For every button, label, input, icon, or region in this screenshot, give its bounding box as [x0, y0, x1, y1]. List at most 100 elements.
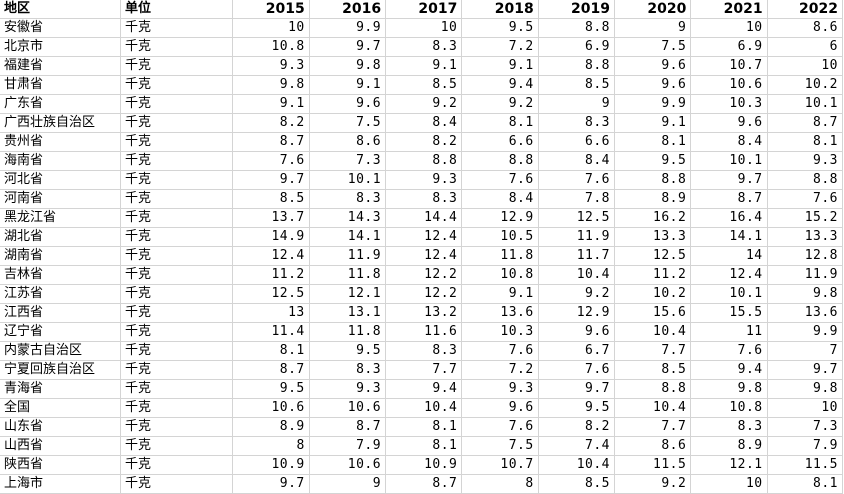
cell-value[interactable]: 7	[767, 341, 844, 361]
cell-value[interactable]: 8.5	[538, 474, 616, 494]
cell-value[interactable]: 8.6	[309, 132, 387, 152]
cell-value[interactable]: 9.4	[461, 75, 539, 95]
cell-value[interactable]: 8.9	[232, 417, 310, 437]
cell-value[interactable]: 11.8	[309, 322, 387, 342]
cell-unit[interactable]: 千克	[120, 341, 234, 361]
cell-value[interactable]: 9.1	[385, 56, 463, 76]
cell-region[interactable]: 宁夏回族自治区	[0, 360, 121, 380]
cell-value[interactable]: 16.4	[690, 208, 768, 228]
header-cell-2020[interactable]: 2020	[614, 0, 692, 19]
cell-value[interactable]: 7.6	[232, 151, 310, 171]
cell-unit[interactable]: 千克	[120, 113, 234, 133]
cell-region[interactable]: 山东省	[0, 417, 121, 437]
cell-value[interactable]: 9.6	[538, 322, 616, 342]
cell-value[interactable]: 9.5	[461, 18, 539, 38]
cell-value[interactable]: 10.9	[232, 455, 310, 475]
cell-value[interactable]: 12.2	[385, 265, 463, 285]
cell-value[interactable]: 10.3	[690, 94, 768, 114]
cell-value[interactable]: 14.1	[309, 227, 387, 247]
cell-value[interactable]: 8.4	[385, 113, 463, 133]
cell-value[interactable]: 12.1	[690, 455, 768, 475]
cell-unit[interactable]: 千克	[120, 360, 234, 380]
cell-value[interactable]: 12.4	[385, 246, 463, 266]
cell-value[interactable]: 8.1	[614, 132, 692, 152]
cell-value[interactable]: 9.6	[690, 113, 768, 133]
cell-value[interactable]: 8.3	[309, 360, 387, 380]
cell-value[interactable]: 12.5	[232, 284, 310, 304]
cell-value[interactable]: 10.6	[309, 455, 387, 475]
cell-value[interactable]: 8	[232, 436, 310, 456]
cell-value[interactable]: 9.3	[232, 56, 310, 76]
header-cell-unit[interactable]: 单位	[120, 0, 234, 19]
cell-value[interactable]: 8.4	[461, 189, 539, 209]
cell-value[interactable]: 13.3	[614, 227, 692, 247]
cell-value[interactable]: 14	[690, 246, 768, 266]
cell-unit[interactable]: 千克	[120, 436, 234, 456]
cell-unit[interactable]: 千克	[120, 398, 234, 418]
cell-region[interactable]: 黑龙江省	[0, 208, 121, 228]
cell-value[interactable]: 7.6	[461, 170, 539, 190]
cell-value[interactable]: 8.8	[614, 379, 692, 399]
cell-region[interactable]: 陕西省	[0, 455, 121, 475]
header-cell-2016[interactable]: 2016	[309, 0, 387, 19]
cell-value[interactable]: 7.5	[309, 113, 387, 133]
cell-unit[interactable]: 千克	[120, 151, 234, 171]
cell-value[interactable]: 9	[538, 94, 616, 114]
cell-value[interactable]: 9.1	[232, 94, 310, 114]
cell-region[interactable]: 山西省	[0, 436, 121, 456]
cell-value[interactable]: 8.9	[690, 436, 768, 456]
cell-value[interactable]: 10	[385, 18, 463, 38]
cell-unit[interactable]: 千克	[120, 37, 234, 57]
cell-value[interactable]: 6	[767, 37, 844, 57]
cell-value[interactable]: 10.6	[309, 398, 387, 418]
cell-value[interactable]: 8.3	[309, 189, 387, 209]
header-cell-2017[interactable]: 2017	[385, 0, 463, 19]
cell-region[interactable]: 内蒙古自治区	[0, 341, 121, 361]
cell-unit[interactable]: 千克	[120, 208, 234, 228]
cell-value[interactable]: 7.9	[309, 436, 387, 456]
cell-value[interactable]: 9.5	[232, 379, 310, 399]
cell-value[interactable]: 9.7	[690, 170, 768, 190]
cell-value[interactable]: 7.7	[385, 360, 463, 380]
cell-unit[interactable]: 千克	[120, 56, 234, 76]
cell-value[interactable]: 11.5	[614, 455, 692, 475]
cell-value[interactable]: 11.4	[232, 322, 310, 342]
cell-region[interactable]: 贵州省	[0, 132, 121, 152]
cell-value[interactable]: 10.3	[461, 322, 539, 342]
cell-value[interactable]: 10.4	[538, 265, 616, 285]
cell-region[interactable]: 河北省	[0, 170, 121, 190]
cell-value[interactable]: 12.1	[309, 284, 387, 304]
cell-value[interactable]: 7.4	[538, 436, 616, 456]
cell-unit[interactable]: 千克	[120, 417, 234, 437]
cell-region[interactable]: 广西壮族自治区	[0, 113, 121, 133]
cell-value[interactable]: 8.2	[232, 113, 310, 133]
cell-value[interactable]: 10.7	[690, 56, 768, 76]
cell-value[interactable]: 8.3	[690, 417, 768, 437]
cell-value[interactable]: 8.1	[767, 474, 844, 494]
cell-value[interactable]: 8.1	[767, 132, 844, 152]
cell-value[interactable]: 10.6	[690, 75, 768, 95]
header-cell-2018[interactable]: 2018	[461, 0, 539, 19]
cell-value[interactable]: 9	[309, 474, 387, 494]
cell-region[interactable]: 湖北省	[0, 227, 121, 247]
cell-unit[interactable]: 千克	[120, 265, 234, 285]
cell-region[interactable]: 江西省	[0, 303, 121, 323]
cell-value[interactable]: 10.1	[767, 94, 844, 114]
cell-value[interactable]: 9.2	[538, 284, 616, 304]
cell-value[interactable]: 8.8	[767, 170, 844, 190]
cell-value[interactable]: 8.6	[614, 436, 692, 456]
cell-value[interactable]: 7.3	[309, 151, 387, 171]
cell-value[interactable]: 10.6	[232, 398, 310, 418]
cell-value[interactable]: 9.5	[538, 398, 616, 418]
cell-value[interactable]: 9.1	[461, 56, 539, 76]
cell-value[interactable]: 11.5	[767, 455, 844, 475]
cell-value[interactable]: 8.2	[385, 132, 463, 152]
cell-value[interactable]: 10.7	[461, 455, 539, 475]
cell-value[interactable]: 7.8	[538, 189, 616, 209]
cell-value[interactable]: 14.1	[690, 227, 768, 247]
cell-value[interactable]: 8.2	[538, 417, 616, 437]
cell-value[interactable]: 7.2	[461, 360, 539, 380]
cell-value[interactable]: 9.6	[614, 56, 692, 76]
cell-value[interactable]: 9.7	[538, 379, 616, 399]
cell-value[interactable]: 9.2	[385, 94, 463, 114]
